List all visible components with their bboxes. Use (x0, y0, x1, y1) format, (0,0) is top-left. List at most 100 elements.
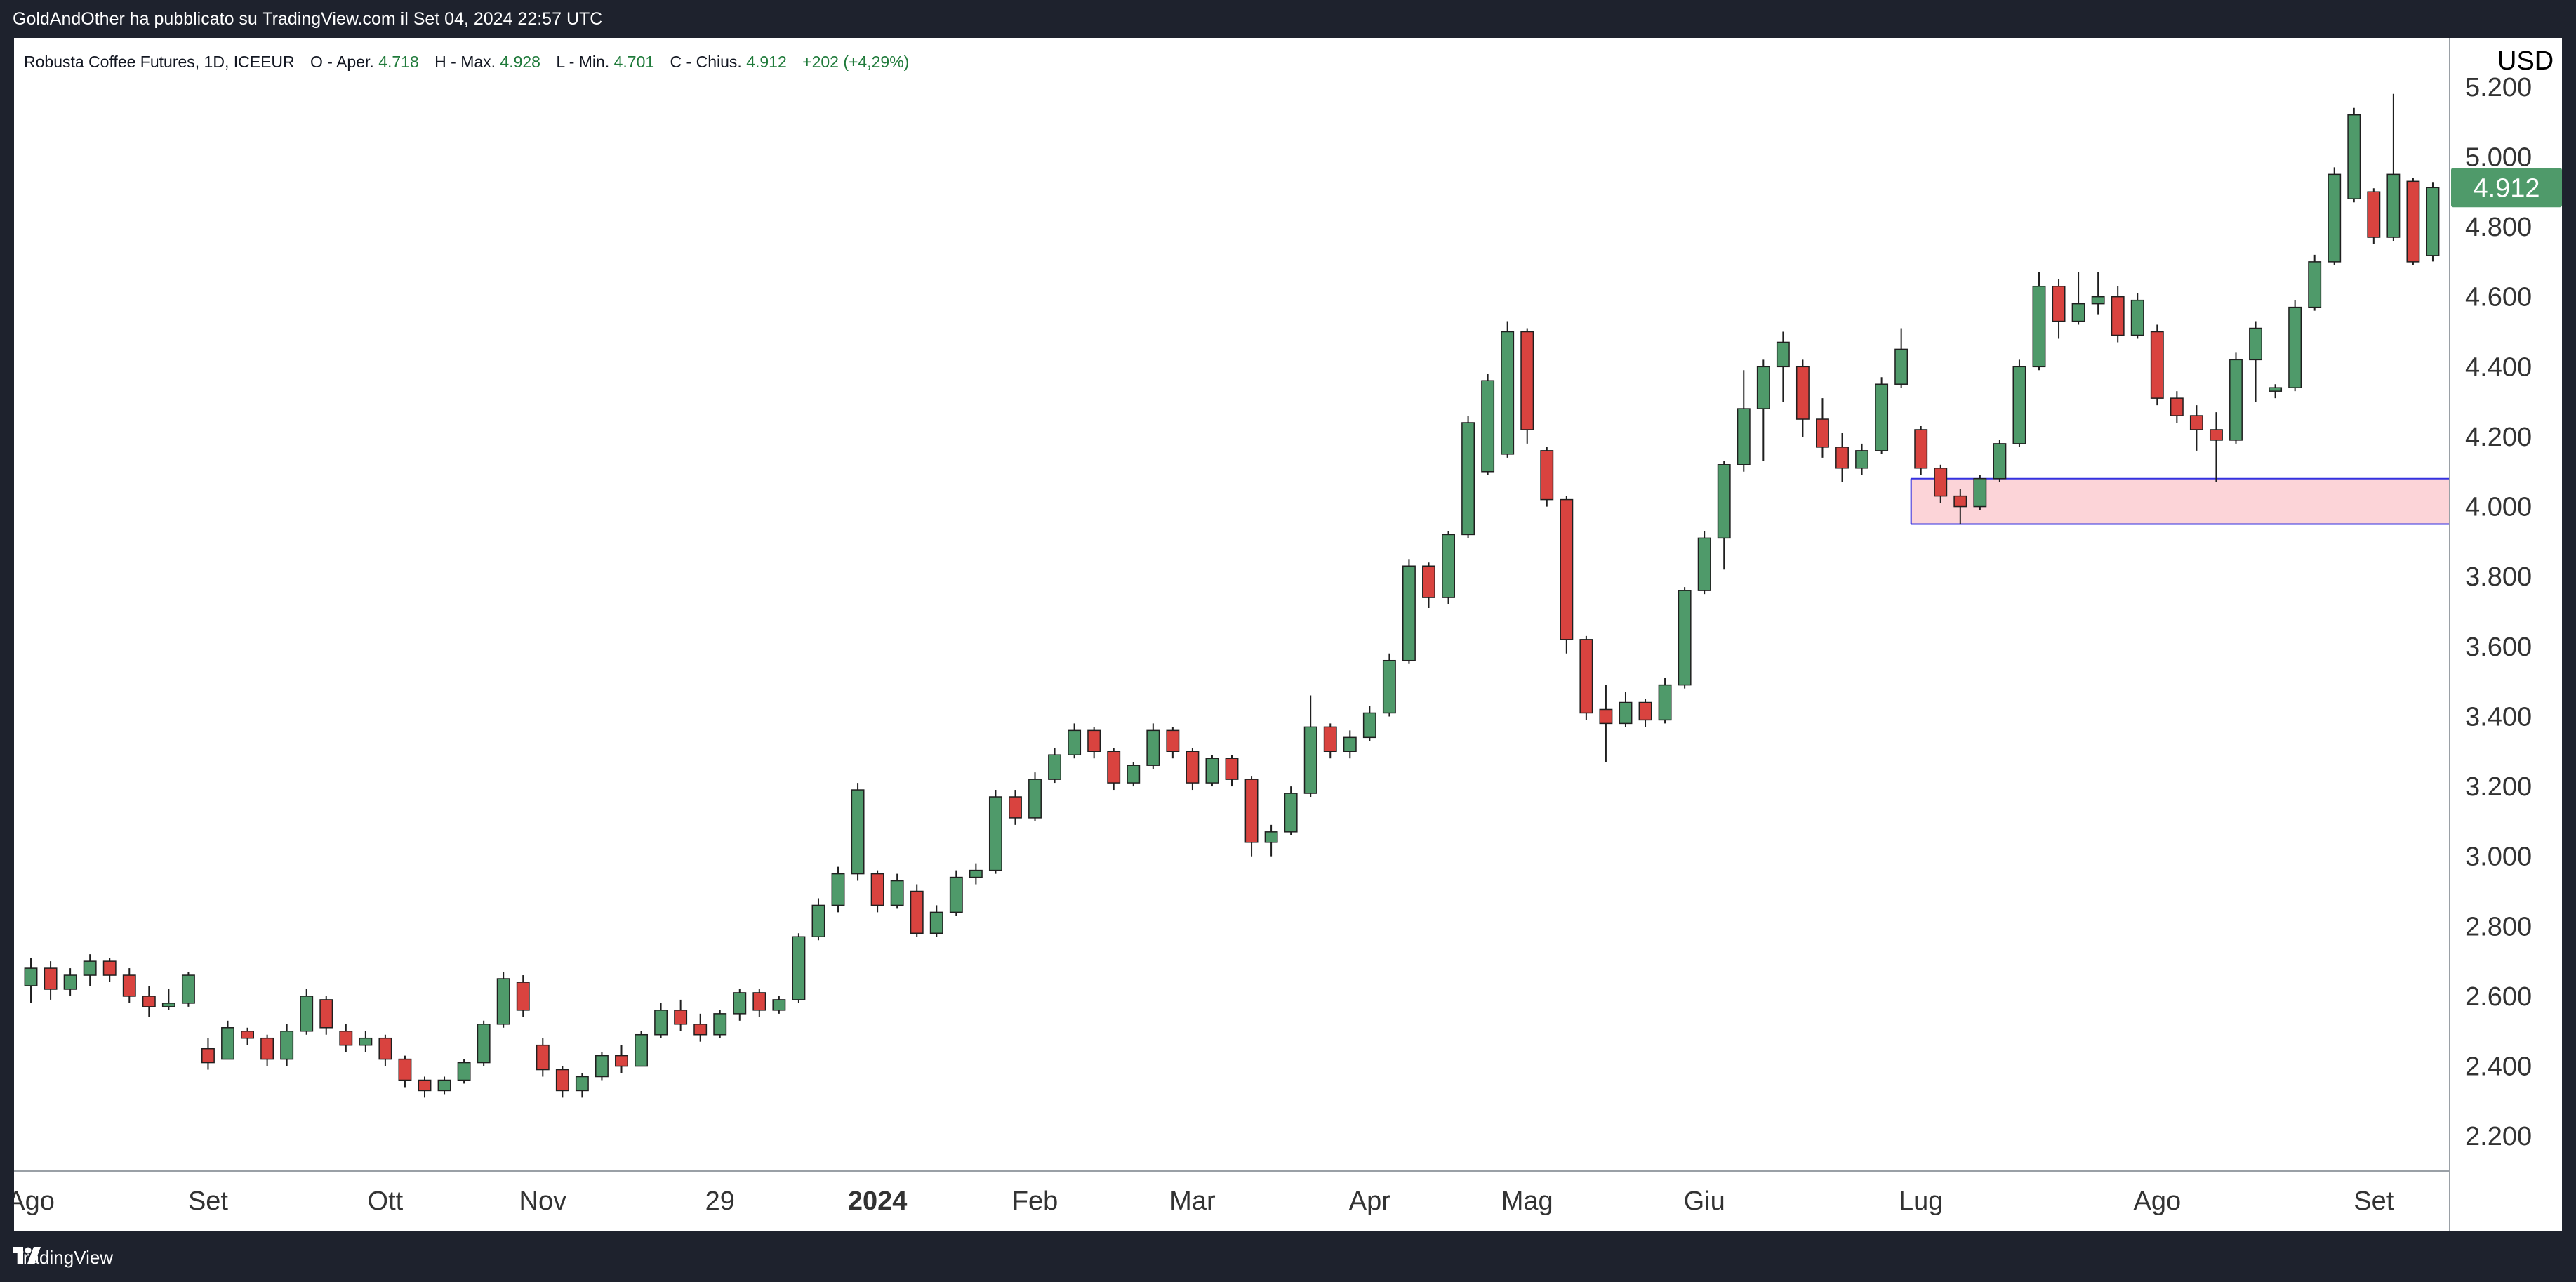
candle[interactable] (2367, 188, 2381, 244)
candle[interactable] (300, 989, 314, 1035)
candle[interactable] (1756, 359, 1770, 461)
candle[interactable] (319, 996, 333, 1035)
candle[interactable] (635, 1031, 648, 1067)
candle[interactable] (1795, 359, 1810, 437)
candle[interactable] (1993, 440, 2007, 482)
candle[interactable] (1284, 786, 1298, 835)
candle[interactable] (1009, 790, 1022, 825)
candle[interactable] (24, 958, 38, 1003)
candle[interactable] (890, 873, 904, 909)
candle[interactable] (949, 870, 963, 916)
candle[interactable] (1560, 496, 1574, 654)
candle[interactable] (1028, 772, 1042, 821)
candle[interactable] (161, 989, 175, 1010)
candle[interactable] (595, 1052, 609, 1081)
candle[interactable] (2032, 272, 2046, 371)
candle[interactable] (1107, 748, 1121, 791)
candle[interactable] (654, 1003, 668, 1038)
candle[interactable] (2426, 182, 2440, 262)
candle[interactable] (733, 989, 747, 1021)
candle[interactable] (1914, 425, 1928, 475)
candle[interactable] (831, 866, 845, 913)
support-zone[interactable] (1911, 478, 2450, 524)
candle[interactable] (457, 1059, 471, 1084)
candle[interactable] (1244, 776, 1259, 857)
candle[interactable] (1579, 635, 1593, 720)
candle[interactable] (63, 968, 77, 996)
candle[interactable] (555, 1066, 569, 1098)
candle[interactable] (674, 999, 688, 1031)
candle[interactable] (2308, 254, 2322, 311)
candle[interactable] (102, 958, 117, 983)
chart-area[interactable]: 2.200 2.400 2.600 2.800 3.000 3.200 3.400 3.600… (14, 38, 2562, 1231)
candle[interactable] (1422, 562, 1435, 609)
candle[interactable] (1382, 653, 1396, 717)
candle[interactable] (792, 933, 806, 1003)
candle[interactable] (241, 1027, 255, 1045)
candle[interactable] (418, 1076, 432, 1098)
candle[interactable] (1737, 370, 1751, 472)
candle[interactable] (870, 870, 884, 913)
candle[interactable] (615, 1045, 628, 1073)
candle[interactable] (2229, 352, 2243, 444)
candle[interactable] (988, 790, 1002, 874)
candle[interactable] (1875, 377, 1889, 454)
candle[interactable] (1816, 398, 1829, 458)
candle[interactable] (1442, 531, 1455, 605)
candle[interactable] (477, 1020, 491, 1066)
candle[interactable] (2091, 272, 2105, 315)
candle[interactable] (1953, 489, 1967, 524)
candle[interactable] (1934, 464, 1948, 503)
candle[interactable] (752, 989, 766, 1017)
candle[interactable] (83, 954, 97, 986)
candle[interactable] (1303, 695, 1317, 798)
candle[interactable] (2052, 279, 2066, 339)
candle[interactable] (1481, 374, 1495, 475)
candle[interactable] (378, 1034, 392, 1066)
candle[interactable] (1186, 748, 1200, 791)
candle[interactable] (2111, 286, 2125, 343)
candle[interactable] (1658, 678, 1672, 724)
candle[interactable] (1225, 755, 1239, 787)
candle[interactable] (496, 972, 510, 1028)
candle[interactable] (1619, 692, 1633, 727)
candle[interactable] (1127, 762, 1141, 787)
candle[interactable] (2288, 300, 2302, 392)
candle[interactable] (122, 968, 136, 1003)
candle[interactable] (1087, 727, 1101, 759)
candle[interactable] (201, 1038, 215, 1070)
candle[interactable] (44, 961, 58, 1000)
candle[interactable] (575, 1073, 589, 1098)
candle[interactable] (2170, 391, 2184, 423)
candle[interactable] (969, 863, 983, 885)
candle[interactable] (1048, 748, 1062, 784)
candle[interactable] (1540, 447, 1554, 507)
candle[interactable] (1599, 685, 1613, 762)
candle[interactable] (1520, 328, 1534, 444)
candle[interactable] (1835, 432, 1849, 482)
candle[interactable] (2071, 272, 2085, 325)
candle[interactable] (2249, 321, 2262, 402)
candle[interactable] (2209, 412, 2223, 482)
candle[interactable] (1776, 331, 1790, 402)
tradingview-logo[interactable]: TradingView (13, 1247, 113, 1269)
candle[interactable] (1678, 587, 1692, 689)
candle[interactable] (181, 972, 195, 1007)
candle[interactable] (1717, 461, 1731, 570)
candle[interactable] (2012, 359, 2026, 447)
candle[interactable] (1855, 443, 1869, 475)
candle[interactable] (1068, 723, 1082, 759)
candle[interactable] (910, 884, 924, 937)
candle[interactable] (2406, 178, 2420, 265)
candle[interactable] (1343, 730, 1357, 759)
candle[interactable] (1264, 824, 1278, 857)
candle[interactable] (1146, 723, 1160, 769)
candle[interactable] (2269, 384, 2283, 399)
candle[interactable] (1402, 559, 1416, 664)
candle[interactable] (851, 783, 865, 881)
candle[interactable] (339, 1024, 353, 1052)
candle[interactable] (359, 1031, 373, 1052)
candle[interactable] (811, 898, 825, 941)
candle[interactable] (693, 1013, 708, 1042)
candle[interactable] (1501, 321, 1515, 458)
